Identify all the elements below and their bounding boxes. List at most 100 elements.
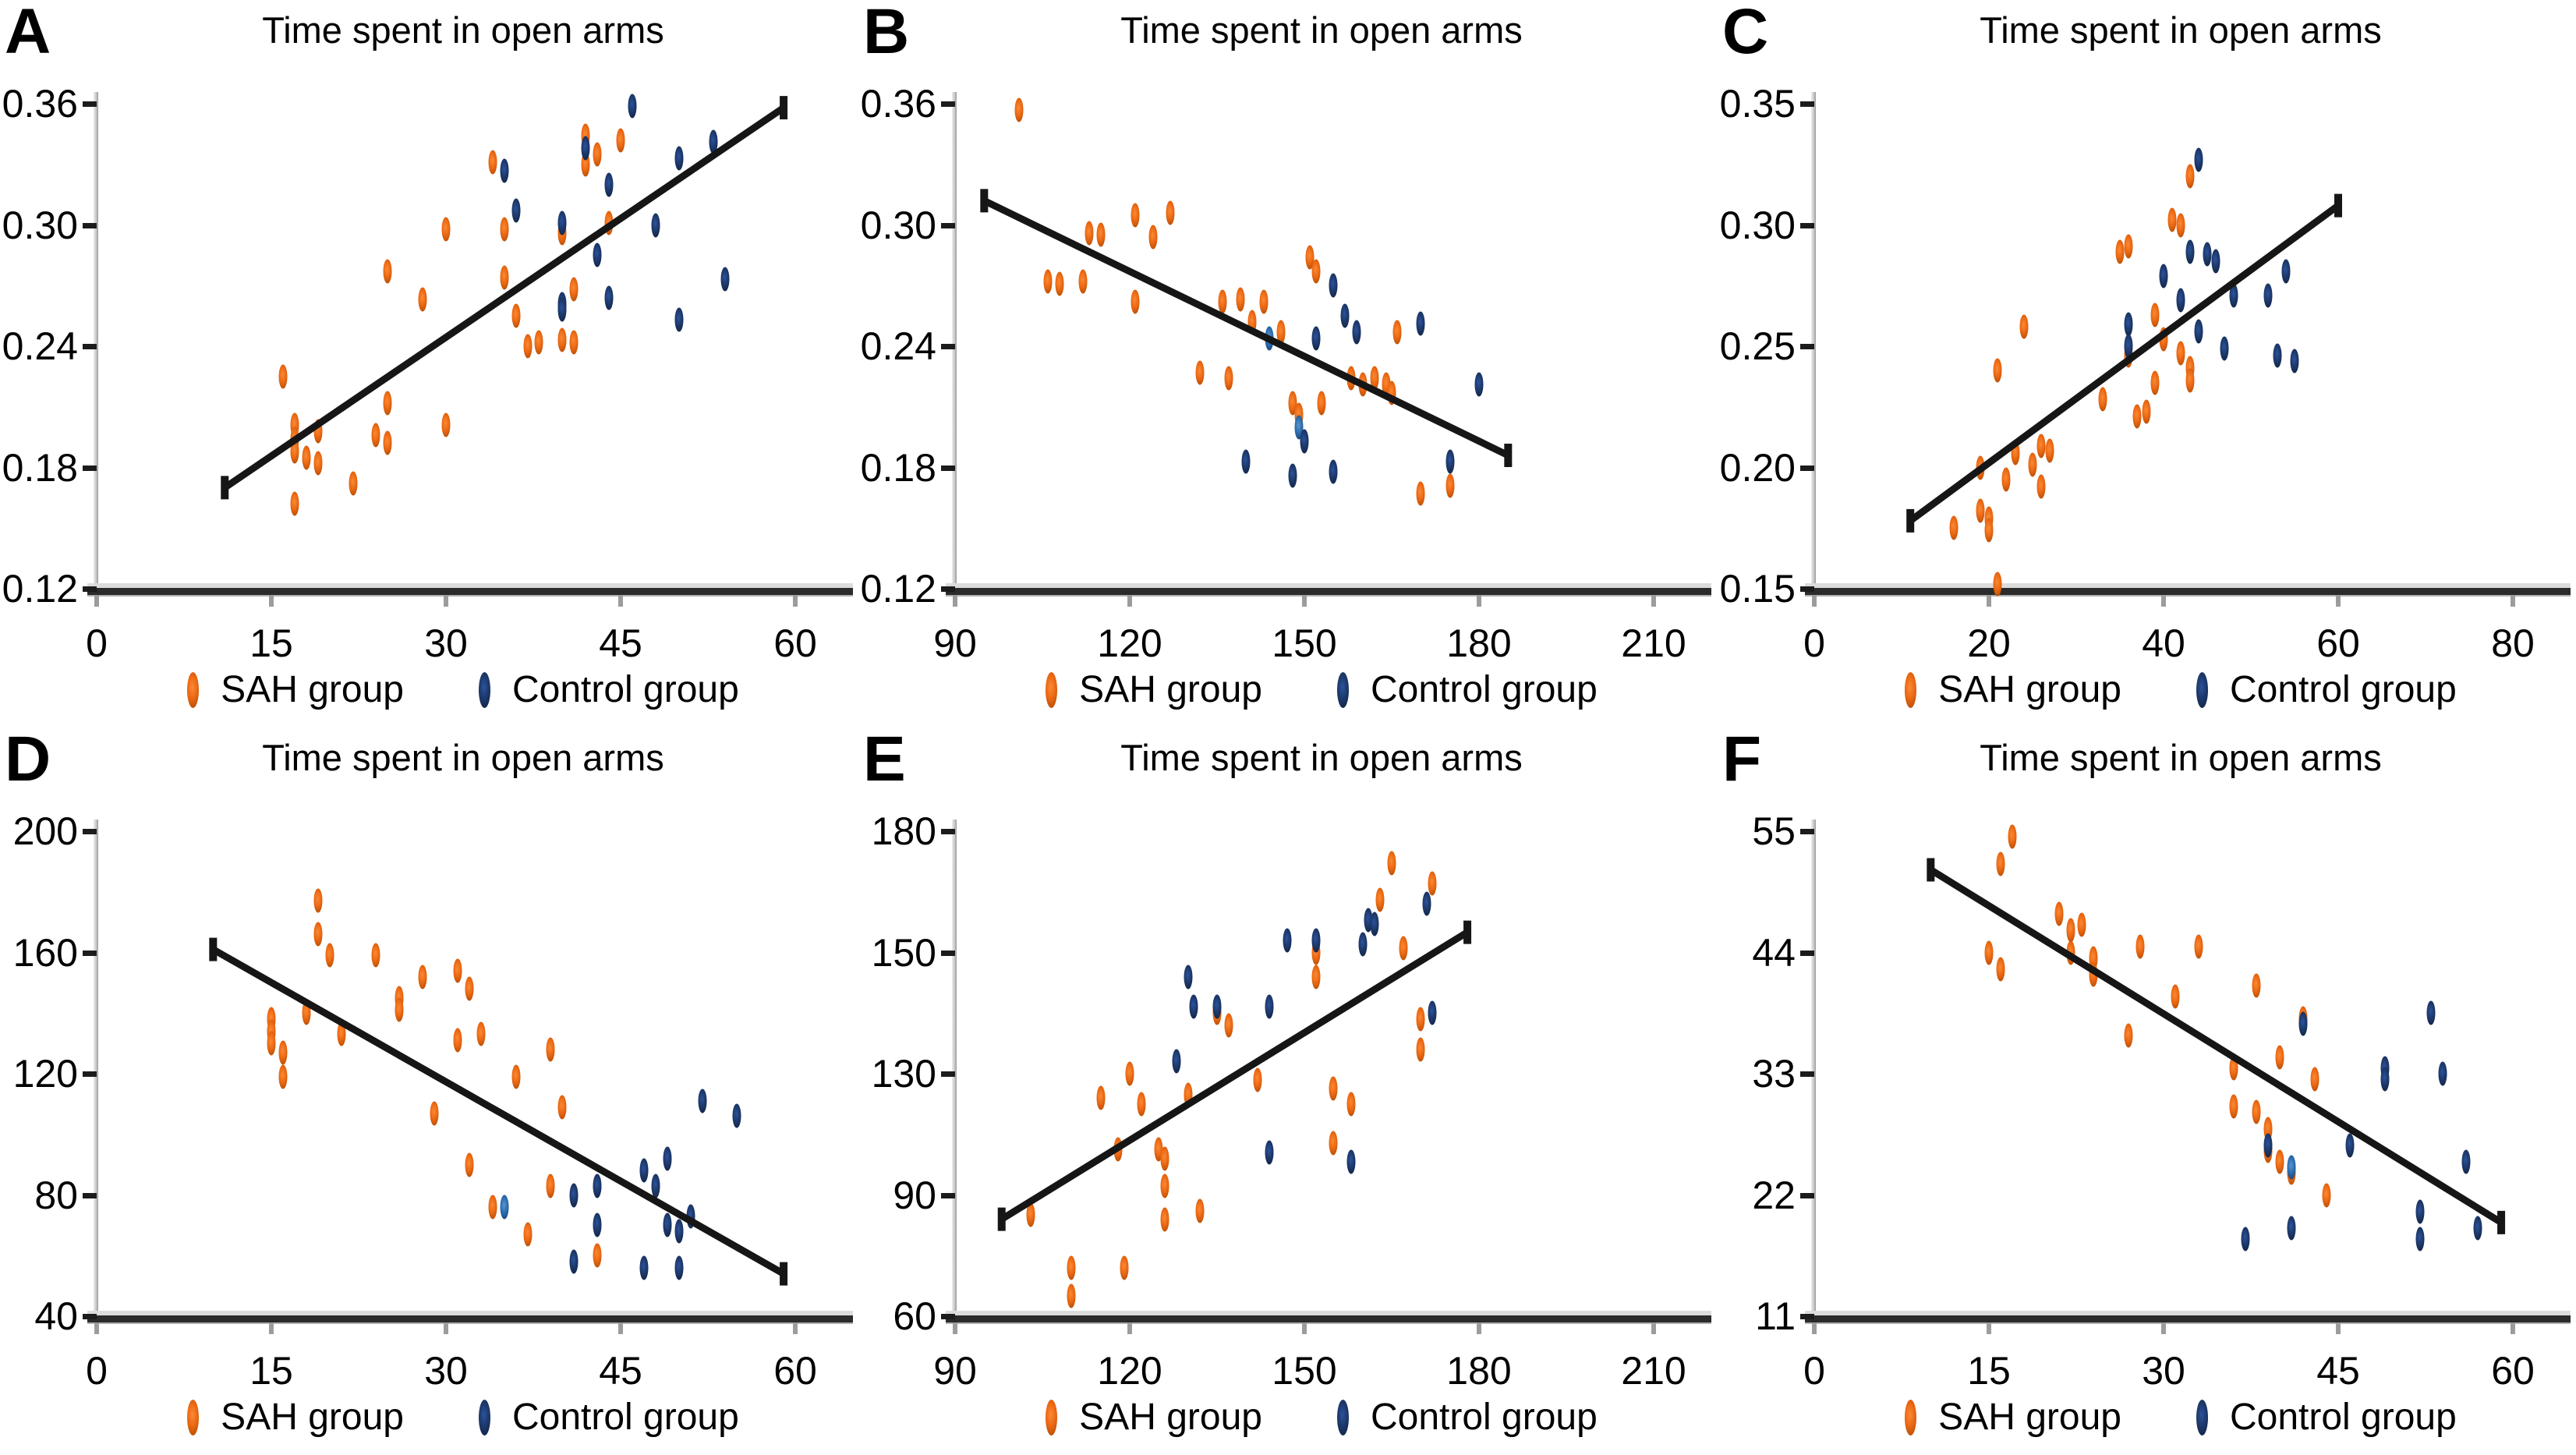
data-point: [418, 287, 427, 312]
data-point: [2176, 341, 2185, 366]
data-point: [2167, 207, 2177, 232]
data-point: [1311, 326, 1321, 351]
data-point: [2019, 314, 2029, 339]
y-tick-label: 22: [1752, 1173, 1796, 1217]
data-point: [1416, 1007, 1425, 1032]
data-point: [2028, 452, 2037, 477]
data-point: [2461, 1149, 2471, 1174]
data-point: [2176, 288, 2185, 313]
panel-letter: E: [863, 724, 906, 795]
data-point: [1113, 1137, 1123, 1162]
data-point: [698, 1089, 707, 1113]
y-tick-mark: [83, 465, 97, 471]
data-point: [534, 330, 543, 355]
data-point: [2229, 283, 2238, 308]
data-point: [2142, 399, 2151, 424]
control-legend-label: Control group: [1370, 1397, 1598, 1438]
y-tick-label: 0.12: [2, 567, 78, 611]
data-point: [557, 211, 567, 235]
x-axis-shadow: [1805, 595, 2571, 597]
data-point: [1253, 1067, 1262, 1092]
data-point: [1416, 481, 1425, 506]
x-tick-mark: [2161, 595, 2166, 607]
data-point: [1125, 1061, 1134, 1086]
data-point: [604, 285, 614, 310]
data-point: [2194, 319, 2203, 344]
data-point: [2115, 239, 2125, 264]
y-tick-label: 120: [12, 1052, 78, 1096]
data-point: [674, 1255, 684, 1280]
data-point: [674, 1219, 684, 1244]
data-point: [2159, 327, 2168, 352]
y-tick-label: 180: [871, 809, 936, 853]
data-point: [1067, 1283, 1076, 1308]
data-point: [383, 391, 392, 416]
sah-legend-marker: [1905, 1400, 1917, 1436]
y-tick-label: 0.15: [1719, 567, 1796, 611]
data-point: [2132, 404, 2142, 429]
data-point: [2290, 349, 2299, 373]
data-point: [1445, 449, 1455, 474]
y-tick-mark: [83, 344, 97, 349]
x-axis-line: [946, 588, 1711, 595]
data-point: [2045, 438, 2054, 463]
data-point: [1392, 320, 1402, 345]
data-point: [1358, 932, 1368, 957]
data-point: [313, 451, 323, 476]
data-point: [1096, 222, 1106, 247]
data-point: [1283, 928, 1292, 953]
data-point: [371, 943, 380, 968]
y-tick-mark: [83, 1314, 97, 1319]
panel-title: Time spent in open arms: [1980, 9, 2382, 51]
data-point: [511, 1064, 521, 1089]
data-point: [290, 491, 299, 516]
data-point: [557, 327, 567, 352]
data-point: [278, 1040, 288, 1065]
control-legend-marker: [478, 1400, 490, 1436]
data-point: [2241, 1227, 2250, 1251]
data-point: [302, 445, 311, 470]
data-point: [2098, 387, 2107, 412]
x-tick-mark: [94, 1322, 99, 1334]
y-tick-mark: [1800, 101, 1814, 107]
data-point: [593, 242, 602, 267]
y-tick-mark: [83, 586, 97, 592]
x-tick-label: 90: [933, 1349, 977, 1393]
data-point: [2229, 1094, 2238, 1119]
data-point: [1078, 269, 1088, 294]
data-point: [593, 1174, 602, 1198]
data-point: [709, 129, 718, 154]
data-point: [2066, 940, 2075, 965]
data-point: [639, 1255, 649, 1280]
data-point: [1329, 1076, 1338, 1101]
y-axis-line: [952, 92, 957, 594]
data-point: [1399, 936, 1408, 961]
x-tick-mark: [444, 1322, 448, 1334]
data-point: [1993, 358, 2002, 383]
data-point: [1026, 1202, 1035, 1227]
y-tick-mark: [1800, 1071, 1814, 1077]
x-tick-mark: [618, 595, 623, 607]
panel-letter: F: [1722, 724, 1762, 795]
x-tick-label: 210: [1621, 621, 1686, 665]
x-tick-label: 0: [86, 621, 108, 665]
y-tick-mark: [1800, 222, 1814, 228]
data-point: [453, 1028, 462, 1053]
data-point: [1265, 326, 1274, 351]
data-point: [569, 330, 579, 355]
x-axis-shadow: [87, 595, 853, 597]
data-point: [1184, 1082, 1193, 1107]
data-point: [2322, 1183, 2331, 1207]
data-point: [500, 217, 509, 242]
data-point: [2066, 918, 2075, 943]
y-tick-label: 0.25: [1719, 324, 1796, 368]
data-point: [453, 958, 462, 983]
sah-legend-label: SAH group: [1938, 1397, 2121, 1438]
data-point: [2298, 1011, 2308, 1036]
y-tick-mark: [1800, 1314, 1814, 1319]
data-point: [1976, 455, 1985, 480]
data-point: [1311, 928, 1321, 953]
trend-line: [1906, 193, 2342, 533]
data-point: [511, 198, 521, 223]
data-point: [2229, 1056, 2238, 1081]
